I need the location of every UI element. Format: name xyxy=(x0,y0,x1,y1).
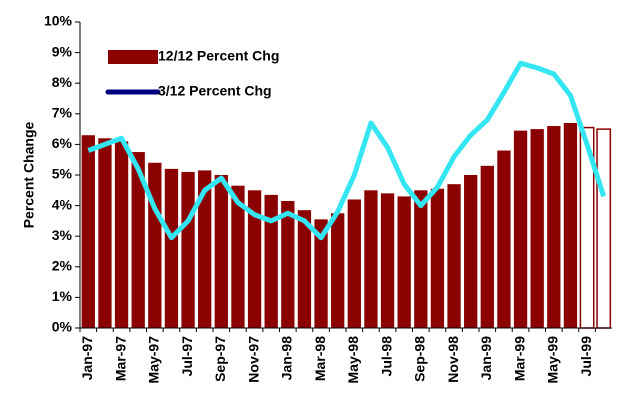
bar xyxy=(430,188,445,328)
x-tick-label: Jan-98 xyxy=(279,336,295,381)
y-tick-label: 6% xyxy=(52,135,73,151)
x-tick-label: Sep-97 xyxy=(212,336,228,382)
bar xyxy=(513,130,528,328)
x-tick-label: May-99 xyxy=(545,336,561,384)
bar xyxy=(281,201,295,328)
bar xyxy=(81,135,95,328)
bar xyxy=(214,175,228,328)
y-tick-label: 8% xyxy=(52,74,73,90)
x-tick-label: Jul-97 xyxy=(179,336,195,377)
bar xyxy=(247,190,262,328)
x-tick-label: May-97 xyxy=(146,336,162,384)
bar xyxy=(596,128,612,329)
legend-label: 12/12 Percent Chg xyxy=(158,48,279,64)
bar xyxy=(347,199,361,328)
bar xyxy=(198,170,212,328)
bar xyxy=(464,175,478,328)
bar xyxy=(563,122,578,328)
bar xyxy=(414,190,428,328)
x-tick-label: Sep-98 xyxy=(412,336,428,382)
x-tick-label: Mar-99 xyxy=(511,336,527,381)
bar xyxy=(114,141,129,328)
y-tick-label: 1% xyxy=(52,288,73,304)
bar xyxy=(181,171,195,328)
bar xyxy=(148,162,162,328)
bar xyxy=(297,210,312,328)
x-tick-label: Nov-98 xyxy=(445,336,461,383)
bar xyxy=(380,193,395,328)
bar xyxy=(364,190,378,328)
x-tick-label: Jan-97 xyxy=(79,336,95,381)
y-tick-label: 3% xyxy=(52,227,73,243)
bar xyxy=(164,168,179,328)
line xyxy=(87,60,607,241)
y-tick-label: 10% xyxy=(44,13,73,29)
bar xyxy=(397,196,411,328)
x-tick-label: Jul-98 xyxy=(378,336,394,377)
bar xyxy=(547,126,561,328)
y-tick-label: 4% xyxy=(52,196,73,212)
bar xyxy=(98,138,112,328)
legend-label: 3/12 Percent Chg xyxy=(158,83,272,99)
bar xyxy=(480,165,494,328)
x-tick-label: May-98 xyxy=(345,336,361,384)
bar xyxy=(331,213,345,328)
x-tick-label: Nov-97 xyxy=(245,336,261,383)
bar xyxy=(447,184,461,328)
bar xyxy=(264,194,278,328)
legend-swatch xyxy=(108,50,158,64)
y-tick-label: 7% xyxy=(52,105,73,121)
y-tick-label: 9% xyxy=(52,43,73,59)
y-axis-label: Percent Change xyxy=(21,121,37,228)
y-tick-label: 5% xyxy=(52,166,73,182)
y-tick-label: 0% xyxy=(52,319,73,335)
x-tick-label: Jul-99 xyxy=(578,336,594,377)
x-tick-label: Mar-97 xyxy=(112,336,128,381)
bar xyxy=(314,219,328,328)
x-tick-label: Jan-99 xyxy=(478,336,494,381)
y-tick-label: 2% xyxy=(52,258,73,274)
bar xyxy=(530,129,544,328)
bar xyxy=(497,150,511,328)
bar xyxy=(231,185,245,328)
x-tick-label: Mar-98 xyxy=(312,336,328,381)
bar xyxy=(131,152,145,328)
